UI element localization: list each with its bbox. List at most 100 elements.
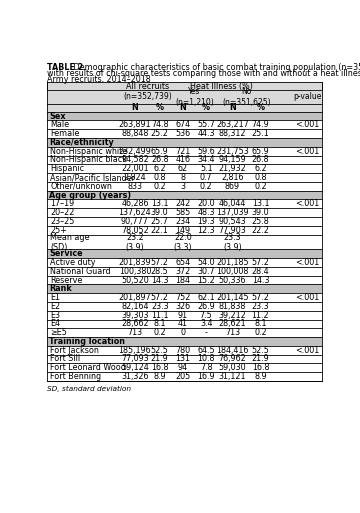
- Text: 23.3
(3.9): 23.3 (3.9): [223, 232, 242, 252]
- Text: with results of chi-square tests comparing those with and without a heat illness: with results of chi-square tests compari…: [46, 69, 360, 78]
- Text: 57.2: 57.2: [252, 293, 269, 302]
- Text: SD, standard deviation: SD, standard deviation: [46, 386, 131, 392]
- Text: 232,499: 232,499: [118, 147, 151, 155]
- Text: 11.2: 11.2: [252, 310, 269, 320]
- Bar: [46, 191, 323, 200]
- Text: 231,753: 231,753: [216, 147, 249, 155]
- Text: E4: E4: [50, 320, 60, 328]
- Text: 137,624: 137,624: [118, 208, 151, 217]
- Text: 100,008: 100,008: [216, 267, 249, 275]
- Text: 0.2: 0.2: [153, 182, 166, 191]
- Text: %: %: [202, 103, 210, 112]
- Text: 8.1: 8.1: [153, 320, 166, 328]
- Text: 13.1: 13.1: [151, 200, 168, 208]
- Text: 59,030: 59,030: [219, 363, 246, 372]
- Text: 263,217: 263,217: [216, 121, 249, 129]
- Text: 59.6: 59.6: [197, 147, 215, 155]
- Text: 28.5: 28.5: [151, 267, 168, 275]
- Text: Age group (years): Age group (years): [49, 191, 131, 200]
- Text: 372: 372: [175, 267, 190, 275]
- Text: <.001: <.001: [295, 258, 319, 267]
- Text: 7.8: 7.8: [200, 363, 212, 372]
- Text: ≥E5: ≥E5: [50, 328, 67, 337]
- Text: 17–19: 17–19: [50, 200, 75, 208]
- Text: 14.3: 14.3: [151, 275, 168, 285]
- Text: 3.4: 3.4: [200, 320, 212, 328]
- Text: 416: 416: [175, 155, 190, 165]
- Text: Rank: Rank: [49, 284, 72, 293]
- Text: 201,897: 201,897: [118, 293, 151, 302]
- Text: 26.8: 26.8: [252, 155, 269, 165]
- Text: E3: E3: [50, 310, 60, 320]
- Text: E2: E2: [50, 302, 60, 311]
- Text: 0.2: 0.2: [254, 182, 267, 191]
- Text: <.001: <.001: [295, 346, 319, 354]
- Text: 30.7: 30.7: [197, 267, 215, 275]
- Text: 12.3: 12.3: [197, 226, 215, 235]
- Text: 8: 8: [180, 173, 185, 182]
- Text: 0.2: 0.2: [254, 328, 267, 337]
- Text: 201,145: 201,145: [216, 293, 249, 302]
- Text: 713: 713: [127, 328, 143, 337]
- Text: 869: 869: [225, 182, 240, 191]
- Text: 752: 752: [175, 293, 191, 302]
- Text: 39.0: 39.0: [151, 208, 168, 217]
- Text: 57.2: 57.2: [252, 258, 269, 267]
- Text: 23.2
(3.9): 23.2 (3.9): [126, 232, 144, 252]
- Text: %: %: [256, 103, 265, 112]
- Text: Heat Illness (%): Heat Illness (%): [190, 82, 253, 91]
- Text: 90,777: 90,777: [121, 217, 149, 226]
- Bar: [46, 249, 323, 258]
- Text: 21,932: 21,932: [219, 164, 247, 173]
- Text: 65.9: 65.9: [252, 147, 269, 155]
- Text: Army recruits, 2014–2018: Army recruits, 2014–2018: [46, 75, 150, 85]
- Text: 54.0: 54.0: [197, 258, 215, 267]
- Bar: [46, 104, 323, 112]
- Text: 91: 91: [178, 310, 188, 320]
- Text: 41: 41: [178, 320, 188, 328]
- Text: 62: 62: [178, 164, 188, 173]
- Text: 6.2: 6.2: [153, 164, 166, 173]
- Text: 10.8: 10.8: [197, 354, 215, 364]
- Text: Training location: Training location: [49, 337, 125, 346]
- Text: Female: Female: [50, 129, 80, 138]
- Text: 5.1: 5.1: [200, 164, 212, 173]
- Text: 34.4: 34.4: [197, 155, 215, 165]
- Text: 50,520: 50,520: [121, 275, 149, 285]
- Text: 0.2: 0.2: [153, 328, 166, 337]
- Text: 0.8: 0.8: [153, 173, 166, 182]
- Text: N: N: [180, 103, 186, 112]
- Text: 8.1: 8.1: [254, 320, 267, 328]
- Text: 149: 149: [175, 226, 190, 235]
- Text: 82,164: 82,164: [121, 302, 149, 311]
- Text: 536: 536: [175, 129, 190, 138]
- Text: 50,336: 50,336: [219, 275, 246, 285]
- Text: Male: Male: [50, 121, 69, 129]
- Text: 184,416: 184,416: [216, 346, 249, 354]
- Text: 780: 780: [175, 346, 190, 354]
- Text: 57.2: 57.2: [151, 258, 168, 267]
- Text: 25.2: 25.2: [151, 129, 168, 138]
- Text: 46,044: 46,044: [219, 200, 246, 208]
- Text: 28,621: 28,621: [219, 320, 246, 328]
- Text: 263,891: 263,891: [118, 121, 151, 129]
- Text: 39,303: 39,303: [121, 310, 149, 320]
- Text: 16.8: 16.8: [151, 363, 168, 372]
- Text: Fort Benning: Fort Benning: [50, 372, 102, 381]
- Text: 185,196: 185,196: [118, 346, 151, 354]
- Text: 25+: 25+: [50, 226, 67, 235]
- Text: 77,903: 77,903: [219, 226, 247, 235]
- Text: <.001: <.001: [295, 293, 319, 302]
- Text: 201,839: 201,839: [118, 258, 151, 267]
- Text: p-value: p-value: [293, 92, 321, 102]
- Text: 44.3: 44.3: [197, 129, 215, 138]
- Text: 0: 0: [180, 328, 185, 337]
- Text: E1: E1: [50, 293, 60, 302]
- Text: 48.3: 48.3: [197, 208, 215, 217]
- Text: <.001: <.001: [295, 200, 319, 208]
- Bar: [46, 138, 323, 147]
- Bar: [46, 337, 323, 346]
- Text: 22.0
(3.3): 22.0 (3.3): [174, 232, 192, 252]
- Text: 90,543: 90,543: [219, 217, 246, 226]
- Text: 16.8: 16.8: [252, 363, 269, 372]
